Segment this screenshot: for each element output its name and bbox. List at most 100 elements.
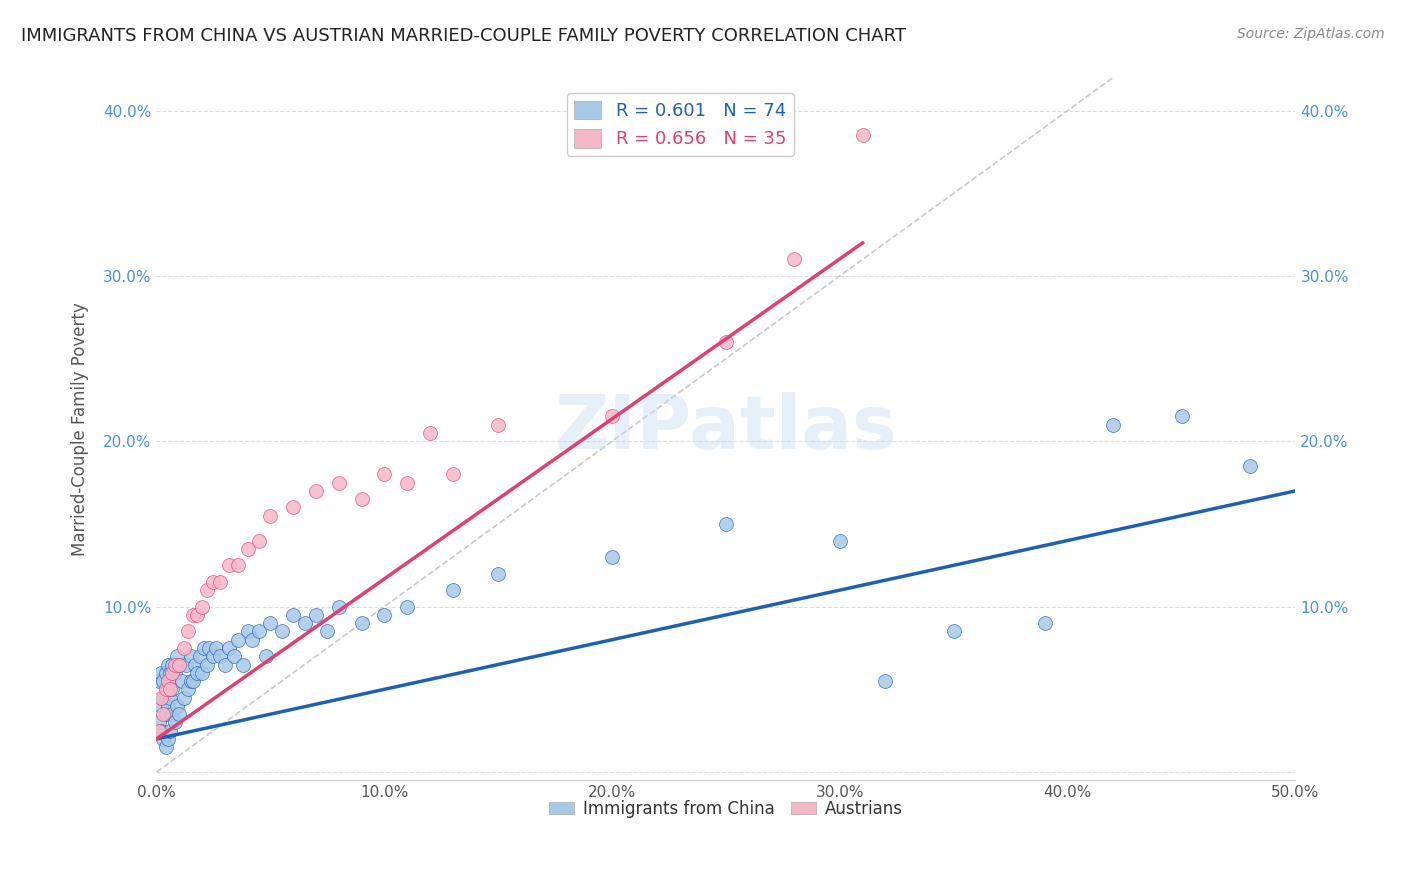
Point xyxy=(162,665,184,680)
Point xyxy=(209,574,232,589)
Text: ZIPatlas: ZIPatlas xyxy=(554,392,897,466)
Point xyxy=(162,707,184,722)
Point xyxy=(152,674,174,689)
Point xyxy=(166,698,188,713)
Point xyxy=(152,690,174,705)
Point xyxy=(155,740,177,755)
Point xyxy=(166,649,188,664)
Point xyxy=(148,674,170,689)
Point xyxy=(419,425,441,440)
Y-axis label: Married-Couple Family Poverty: Married-Couple Family Poverty xyxy=(72,302,89,556)
Point xyxy=(156,657,179,672)
Point xyxy=(159,690,181,705)
Point xyxy=(270,624,292,639)
Point xyxy=(204,640,226,655)
Point xyxy=(150,698,173,713)
Point xyxy=(373,607,395,622)
Point xyxy=(283,607,305,622)
Point xyxy=(195,657,218,672)
Point xyxy=(1239,459,1261,474)
Point xyxy=(259,616,281,631)
Point xyxy=(155,665,177,680)
Point xyxy=(150,665,173,680)
Point xyxy=(396,475,419,490)
Point xyxy=(228,558,250,573)
Point xyxy=(254,649,277,664)
Point xyxy=(159,665,181,680)
Point xyxy=(169,707,191,722)
Point xyxy=(942,624,965,639)
Point xyxy=(486,417,509,432)
Point xyxy=(214,657,236,672)
Point xyxy=(163,657,186,672)
Point xyxy=(236,541,259,556)
Point xyxy=(218,640,240,655)
Point xyxy=(228,632,250,647)
Point xyxy=(150,723,173,738)
Point xyxy=(186,607,208,622)
Point xyxy=(193,640,215,655)
Point xyxy=(852,128,875,143)
Point xyxy=(186,665,208,680)
Legend: Immigrants from China, Austrians: Immigrants from China, Austrians xyxy=(543,793,910,825)
Point xyxy=(174,657,197,672)
Point xyxy=(714,334,737,349)
Point xyxy=(173,640,195,655)
Point xyxy=(202,574,225,589)
Point xyxy=(148,715,170,730)
Point xyxy=(283,500,305,515)
Point xyxy=(159,682,181,697)
Point xyxy=(177,682,200,697)
Point xyxy=(150,690,173,705)
Point xyxy=(177,624,200,639)
Point xyxy=(156,682,179,697)
Point xyxy=(202,649,225,664)
Point xyxy=(173,690,195,705)
Point xyxy=(156,698,179,713)
Point xyxy=(373,467,395,482)
Point xyxy=(184,657,207,672)
Point xyxy=(294,616,316,631)
Point xyxy=(305,607,328,622)
Point xyxy=(155,682,177,697)
Point xyxy=(218,558,240,573)
Point xyxy=(155,707,177,722)
Point xyxy=(316,624,339,639)
Point xyxy=(328,599,350,614)
Point xyxy=(156,674,179,689)
Point xyxy=(350,616,373,631)
Point xyxy=(180,649,202,664)
Point xyxy=(236,624,259,639)
Point xyxy=(714,516,737,531)
Point xyxy=(191,665,214,680)
Point xyxy=(152,707,174,722)
Point xyxy=(170,674,193,689)
Point xyxy=(441,467,464,482)
Point xyxy=(441,583,464,598)
Point xyxy=(259,508,281,523)
Point xyxy=(181,607,204,622)
Point xyxy=(396,599,419,614)
Point xyxy=(181,674,204,689)
Point xyxy=(828,533,851,548)
Point xyxy=(350,492,373,507)
Point xyxy=(486,566,509,581)
Text: IMMIGRANTS FROM CHINA VS AUSTRIAN MARRIED-COUPLE FAMILY POVERTY CORRELATION CHAR: IMMIGRANTS FROM CHINA VS AUSTRIAN MARRIE… xyxy=(21,27,905,45)
Point xyxy=(783,252,806,267)
Point xyxy=(169,657,191,672)
Point xyxy=(162,682,184,697)
Point xyxy=(191,599,214,614)
Point xyxy=(156,731,179,746)
Point xyxy=(600,549,623,564)
Point xyxy=(148,723,170,738)
Point xyxy=(600,409,623,424)
Point xyxy=(232,657,254,672)
Point xyxy=(1170,409,1192,424)
Point xyxy=(240,632,263,647)
Point xyxy=(247,624,270,639)
Point xyxy=(305,483,328,498)
Point xyxy=(247,533,270,548)
Point xyxy=(188,649,211,664)
Point xyxy=(209,649,232,664)
Point xyxy=(195,583,218,598)
